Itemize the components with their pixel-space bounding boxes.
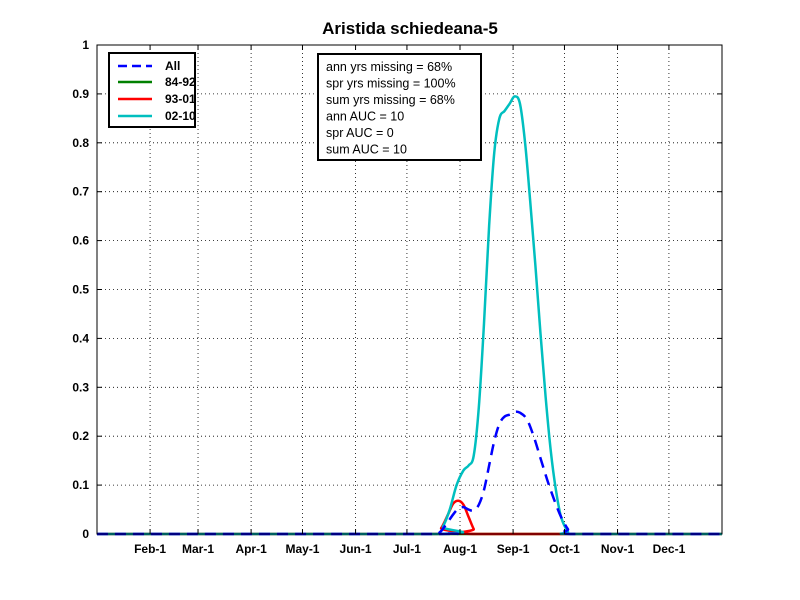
annotation-line: sum yrs missing = 68%: [326, 93, 455, 107]
annotation-line: spr AUC = 0: [326, 126, 394, 140]
y-tick-label: 0.4: [72, 331, 89, 345]
annotation-frame: [317, 53, 482, 161]
y-tick-label: 0.7: [72, 185, 89, 199]
x-tick-label: Aug-1: [443, 542, 477, 556]
y-tick-label: 0.1: [72, 478, 89, 492]
legend-label-02-10: 02-10: [165, 109, 196, 123]
x-tick-label: Mar-1: [182, 542, 214, 556]
grid: [97, 45, 722, 534]
annotation-box: ann yrs missing = 68% spr yrs missing = …: [317, 53, 482, 161]
x-tick-label: May-1: [285, 542, 319, 556]
x-tick-label: Jun-1: [340, 542, 372, 556]
x-tick-label: Dec-1: [653, 542, 686, 556]
y-tick-label: 0: [82, 527, 89, 541]
series-line-All: [96, 410, 722, 536]
y-tick-label: 1: [82, 38, 89, 52]
legend-label-all: All: [165, 59, 180, 73]
x-tick-label: Jul-1: [393, 542, 421, 556]
x-tick-label: Nov-1: [601, 542, 635, 556]
x-tick-label: Sep-1: [497, 542, 530, 556]
x-tick-label: Oct-1: [549, 542, 580, 556]
y-tick-label: 0.3: [72, 380, 89, 394]
ticks: Feb-1 Mar-1 Apr-1 May-1 Jun-1 Jul-1 Aug-1 Sep-1…: [72, 38, 722, 556]
chart-title: Aristida schiedeana-5: [322, 19, 498, 38]
legend-label-84-92: 84-92: [165, 75, 196, 89]
legend-label-93-01: 93-01: [165, 92, 196, 106]
y-tick-label: 0.2: [72, 429, 89, 443]
legend: All 84-92 93-01 02-10: [108, 52, 196, 128]
annotation-line: spr yrs missing = 100%: [326, 77, 456, 91]
annotation-line: ann yrs missing = 68%: [326, 60, 452, 74]
y-tick-label: 0.9: [72, 87, 89, 101]
x-tick-label: Feb-1: [134, 542, 166, 556]
series-line-02-10: [96, 95, 722, 536]
y-tick-label: 0.5: [72, 283, 89, 297]
y-tick-label: 0.8: [72, 136, 89, 150]
x-tick-label: Apr-1: [235, 542, 267, 556]
annotation-line: ann AUC = 10: [326, 110, 404, 124]
annotation-line: sum AUC = 10: [326, 143, 407, 157]
y-tick-label: 0.6: [72, 234, 89, 248]
